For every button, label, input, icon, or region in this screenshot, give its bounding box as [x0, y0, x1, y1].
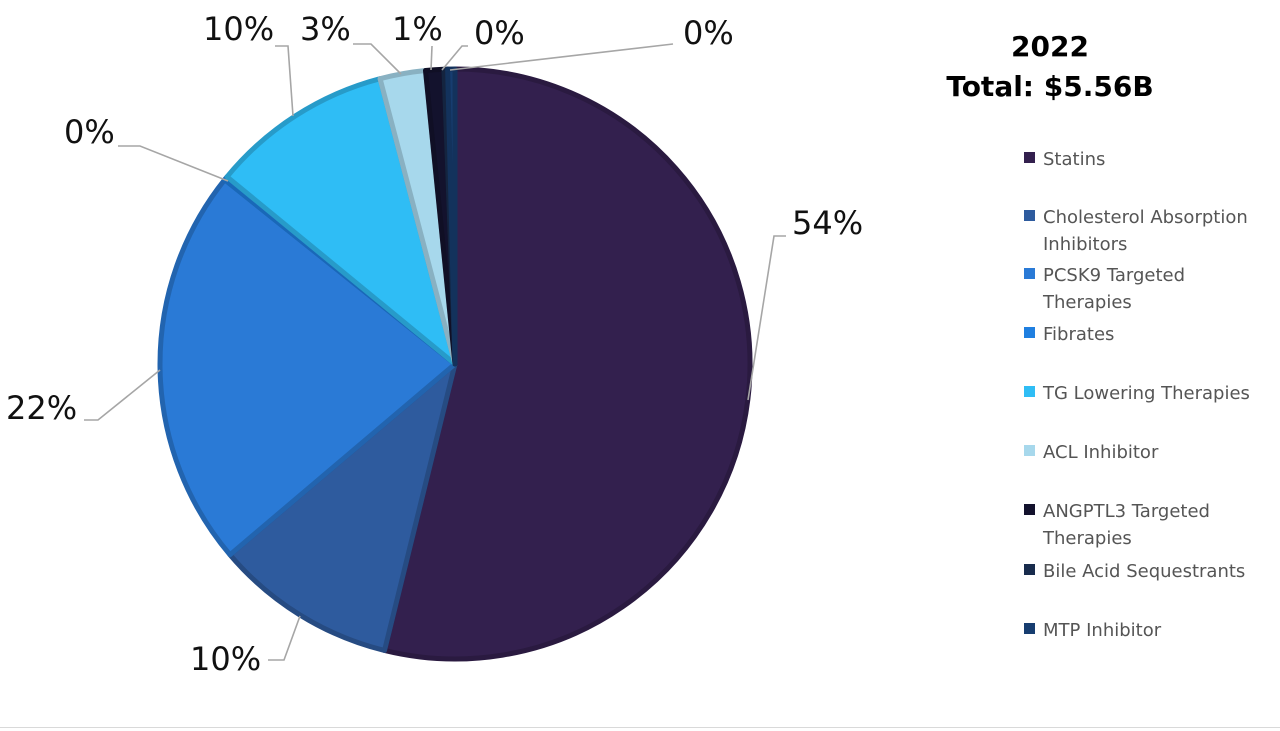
data-label-mtp-inhibitor: 0%: [683, 14, 734, 52]
legend-swatch: [1024, 386, 1035, 397]
leader-line-pcsk9-targeted-therapies: [84, 369, 161, 421]
data-label-tg-lowering-therapies: 10%: [203, 10, 275, 48]
legend-label: TG Lowering Therapies: [1043, 383, 1250, 404]
leader-line-angptl3-targeted-therapies: [430, 45, 433, 71]
legend-label: ACL Inhibitor: [1043, 442, 1159, 463]
leader-line-bile-acid-sequestrants: [441, 45, 468, 71]
legend-label: PCSK9 Targeted Therapies: [1043, 265, 1186, 313]
legend-swatch: [1024, 268, 1035, 279]
divider: [0, 727, 1280, 728]
data-label-acl-inhibitor: 3%: [300, 10, 351, 48]
legend-label: Bile Acid Sequestrants: [1043, 561, 1246, 582]
leader-line-mtp-inhibitor: [449, 43, 674, 71]
legend-swatch: [1024, 327, 1035, 338]
data-label-fibrates: 0%: [64, 113, 115, 151]
legend-label: MTP Inhibitor: [1043, 620, 1162, 641]
leader-line-cholesterol-absorption-inhibitors: [268, 615, 301, 661]
legend-swatch: [1024, 504, 1035, 515]
data-label-angptl3-targeted-therapies: 1%: [392, 10, 443, 48]
pie-slice-pcsk9-targeted-therapies: [157, 177, 458, 558]
data-label-bile-acid-sequestrants: 0%: [474, 14, 525, 52]
pie-slices: [157, 66, 753, 662]
legend-label: Statins: [1043, 149, 1106, 170]
leader-lines: [84, 43, 786, 661]
legend-swatch: [1024, 210, 1035, 221]
legend-swatch: [1024, 623, 1035, 634]
data-label-cholesterol-absorption-inhibitors: 10%: [190, 640, 262, 678]
chart-title: 2022: [1011, 30, 1089, 63]
legend-swatch: [1024, 564, 1035, 575]
legend-label: Cholesterol Absorption Inhibitors: [1043, 207, 1248, 255]
legend-label: Fibrates: [1043, 324, 1115, 345]
data-label-pcsk9-targeted-therapies: 22%: [6, 389, 78, 427]
pie-slice-cholesterol-absorption-inhibitors: [227, 361, 458, 653]
leader-line-fibrates: [118, 145, 229, 182]
chart-subtitle: Total: $5.56B: [946, 70, 1154, 103]
leader-line-statins: [747, 235, 786, 401]
legend-swatch: [1024, 445, 1035, 456]
data-label-statins: 54%: [792, 204, 864, 242]
leader-line-tg-lowering-therapies: [275, 45, 294, 117]
legend-label: ANGPTL3 Targeted Therapies: [1043, 501, 1210, 549]
legend-swatch: [1024, 152, 1035, 163]
leader-line-acl-inhibitor: [353, 43, 402, 75]
